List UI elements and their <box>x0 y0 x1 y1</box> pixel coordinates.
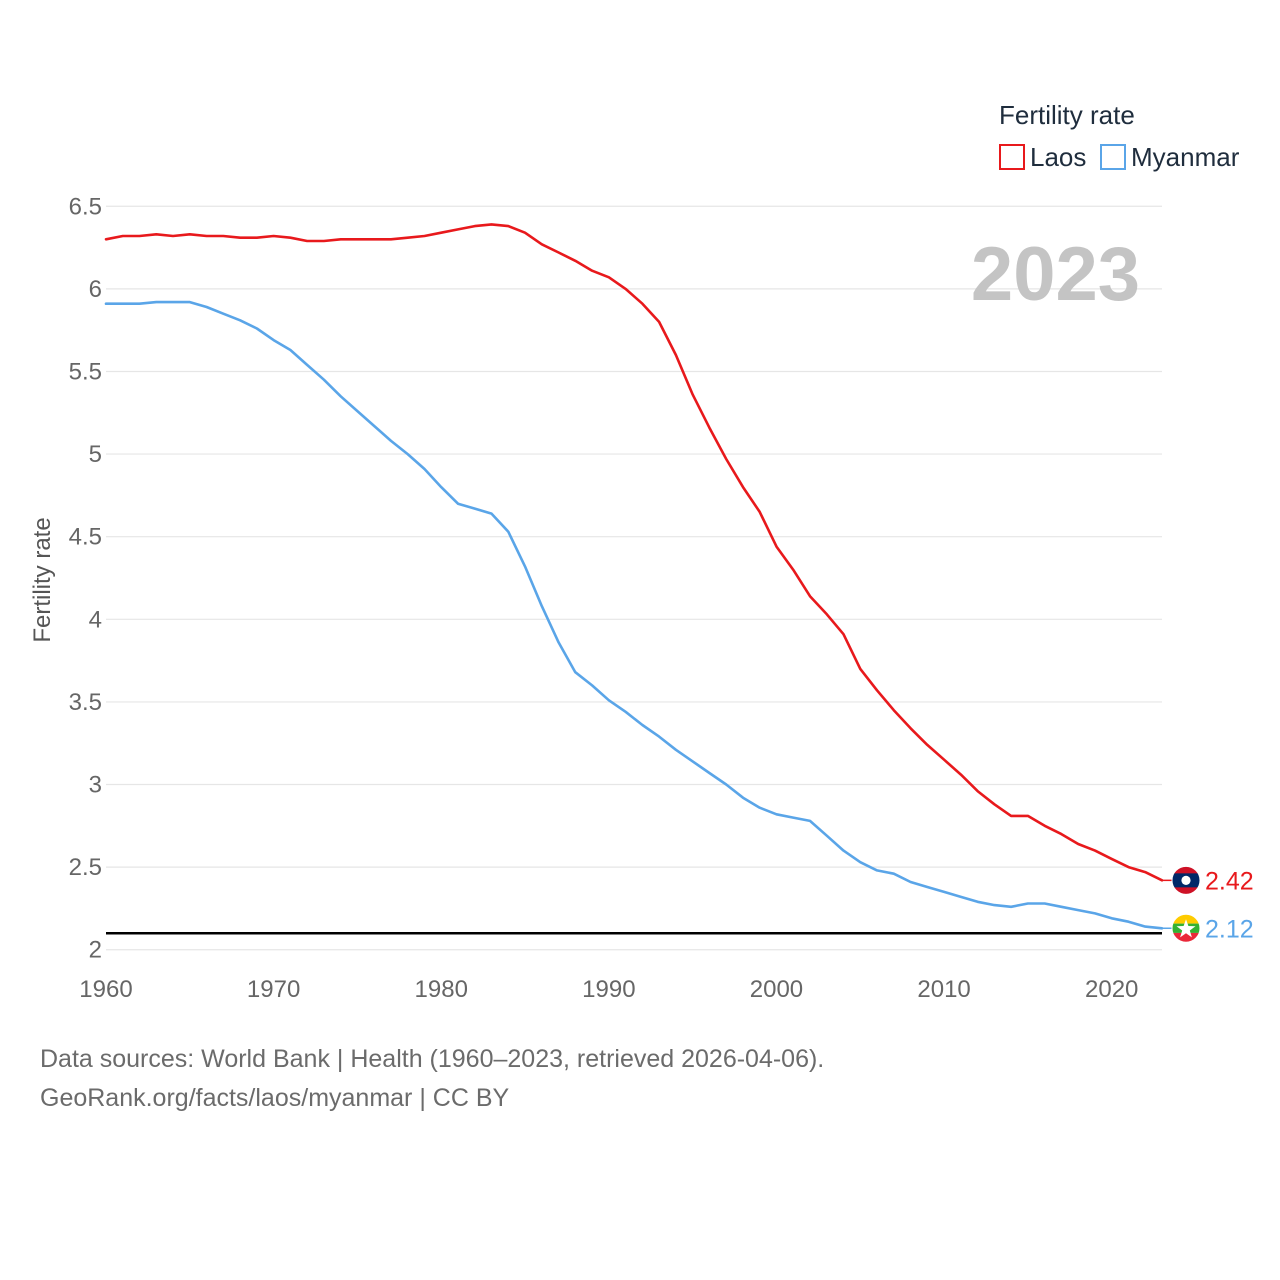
legend-swatch-myanmar[interactable] <box>1100 144 1126 170</box>
y-tick-label: 2 <box>89 937 102 964</box>
series-lines <box>104 223 1164 930</box>
data-source-text: Data sources: World Bank | Health (1960–… <box>40 1045 825 1073</box>
current-year-label: 2023 <box>971 232 1140 317</box>
end-value-label-laos: 2.42 <box>1205 867 1254 895</box>
y-tick-label: 3 <box>89 772 102 799</box>
x-tick-label: 2020 <box>1085 976 1138 1003</box>
y-tick-label: 2.5 <box>69 854 102 881</box>
x-tick-label: 1990 <box>582 976 635 1003</box>
y-tick-label: 5 <box>89 441 102 468</box>
attribution-link[interactable]: GeoRank.org/facts/laos/myanmar | CC BY <box>40 1084 510 1112</box>
x-tick-label: 1980 <box>415 976 468 1003</box>
x-tick-label: 1960 <box>79 976 132 1003</box>
y-tick-label: 6 <box>89 276 102 303</box>
y-axis-label: Fertility rate <box>29 517 56 642</box>
x-tick-label: 2000 <box>750 976 803 1003</box>
y-tick-label: 6.5 <box>69 193 102 220</box>
y-axis-ticks: 2 2.5 3 3.5 4 4.5 5 5.5 6 6.5 <box>69 193 102 963</box>
y-tick-label: 5.5 <box>69 358 102 385</box>
legend: Fertility rate Laos Myanmar <box>999 100 1240 172</box>
legend-label-laos[interactable]: Laos <box>1030 142 1086 172</box>
x-tick-label: 1970 <box>247 976 300 1003</box>
legend-title: Fertility rate <box>999 100 1135 130</box>
series-line-myanmar <box>104 300 1164 930</box>
end-value-label-myanmar: 2.12 <box>1205 915 1254 943</box>
series-line-laos <box>104 223 1164 882</box>
y-tick-label: 3.5 <box>69 689 102 716</box>
gridlines <box>106 205 1162 951</box>
laos-flag-icon <box>1171 865 1201 895</box>
y-tick-label: 4.5 <box>69 524 102 551</box>
myanmar-flag-icon <box>1171 913 1201 943</box>
legend-label-myanmar[interactable]: Myanmar <box>1131 142 1240 172</box>
legend-swatch-laos[interactable] <box>999 144 1025 170</box>
series-end-markers: 2.42 2.12 <box>1162 865 1254 943</box>
y-tick-label: 4 <box>89 606 102 633</box>
x-axis-ticks: 1960 1970 1980 1990 2000 2010 2020 <box>79 976 1138 1003</box>
x-tick-label: 2010 <box>917 976 970 1003</box>
